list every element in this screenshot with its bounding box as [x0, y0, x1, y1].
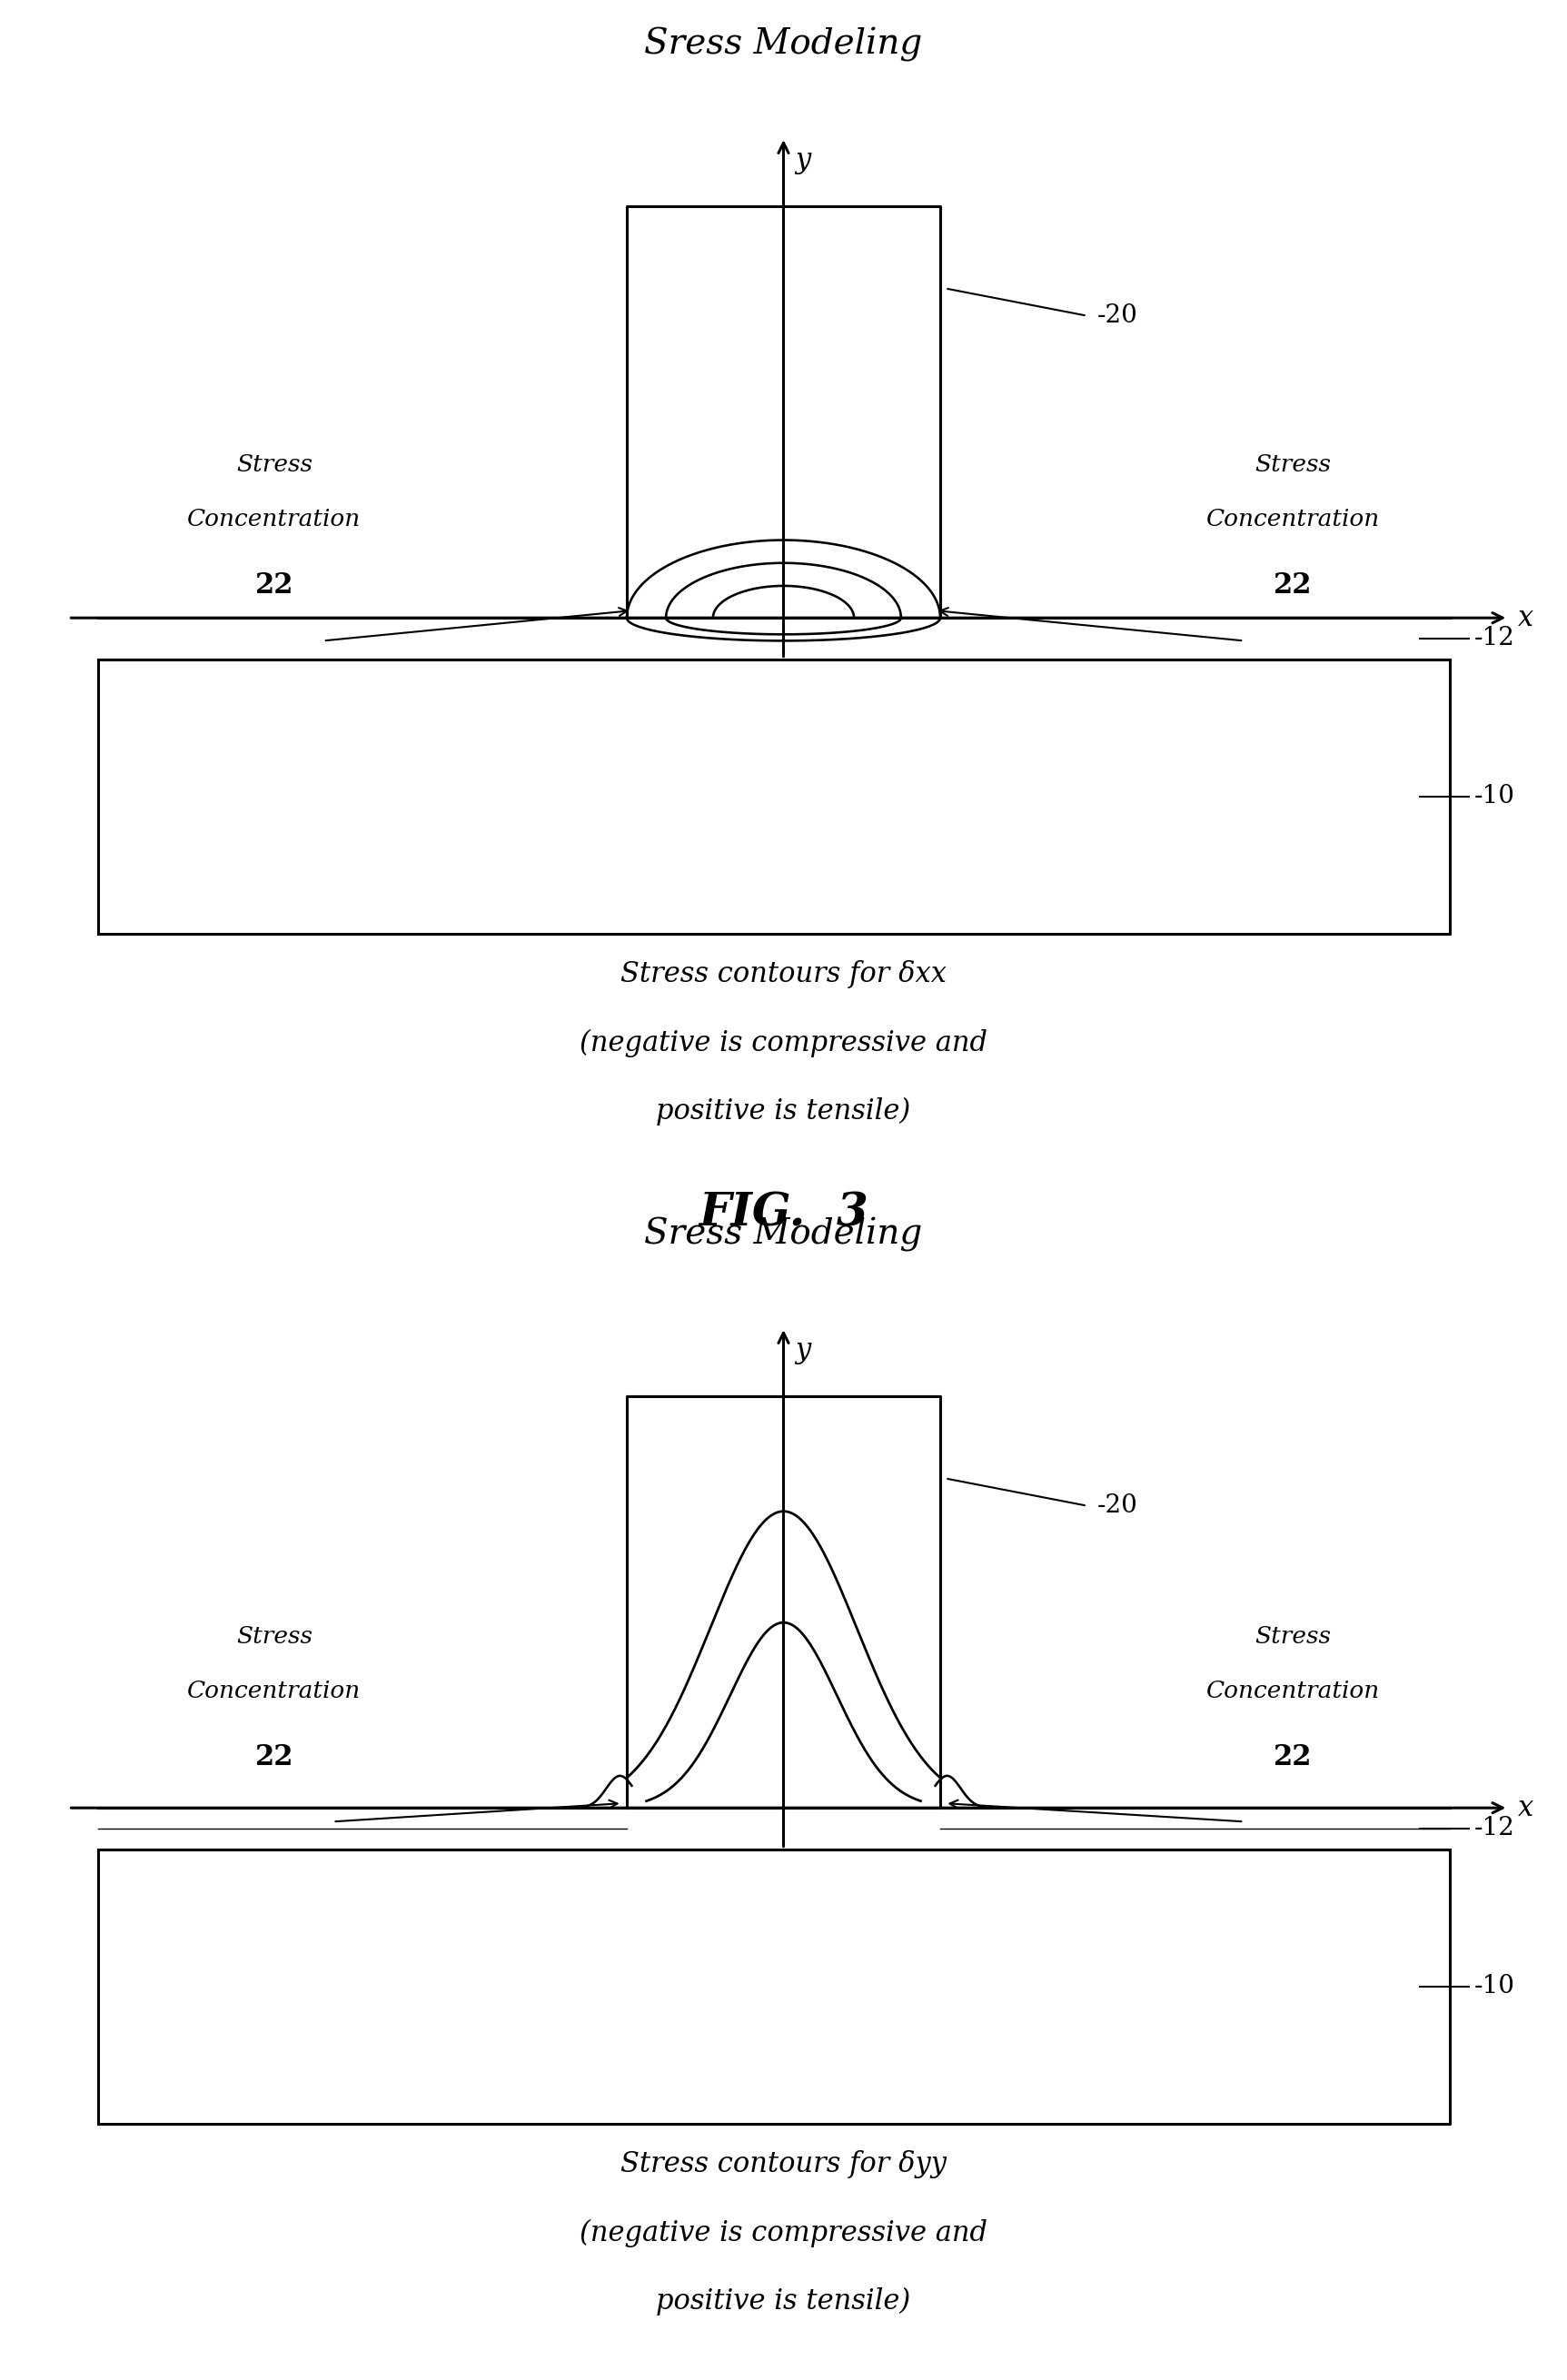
- Text: Concentration: Concentration: [188, 1680, 360, 1702]
- Text: -10: -10: [1475, 783, 1515, 809]
- Text: -20: -20: [1097, 1495, 1138, 1518]
- Text: positive is tensile): positive is tensile): [657, 2287, 910, 2316]
- Text: 22: 22: [255, 571, 293, 600]
- Text: Sress Modeling: Sress Modeling: [644, 1219, 923, 1252]
- Text: FIG.  3: FIG. 3: [699, 1192, 868, 1235]
- Text: 22: 22: [1274, 1742, 1312, 1771]
- Text: Concentration: Concentration: [188, 509, 360, 531]
- Text: -12: -12: [1475, 626, 1515, 650]
- Text: Concentration: Concentration: [1207, 1680, 1379, 1702]
- Text: x: x: [1518, 1795, 1534, 1823]
- Text: 22: 22: [255, 1742, 293, 1771]
- Text: Stress: Stress: [1255, 1626, 1330, 1647]
- Text: positive is tensile): positive is tensile): [657, 1097, 910, 1126]
- Text: -10: -10: [1475, 1973, 1515, 1999]
- Text: Stress contours for δyy: Stress contours for δyy: [621, 2152, 946, 2178]
- Text: -20: -20: [1097, 305, 1138, 328]
- Text: 22: 22: [1274, 571, 1312, 600]
- Text: Stress: Stress: [237, 1626, 312, 1647]
- Text: (negative is compressive and: (negative is compressive and: [580, 2218, 987, 2247]
- Text: (negative is compressive and: (negative is compressive and: [580, 1028, 987, 1057]
- Text: y: y: [794, 1338, 812, 1364]
- Text: Concentration: Concentration: [1207, 509, 1379, 531]
- Text: -12: -12: [1475, 1816, 1515, 1840]
- Text: Stress contours for δxx: Stress contours for δxx: [621, 962, 946, 988]
- Text: Stress: Stress: [1255, 452, 1330, 476]
- Text: Stress: Stress: [237, 452, 312, 476]
- Text: x: x: [1518, 605, 1534, 633]
- Text: Sress Modeling: Sress Modeling: [644, 29, 923, 62]
- Text: y: y: [794, 148, 812, 174]
